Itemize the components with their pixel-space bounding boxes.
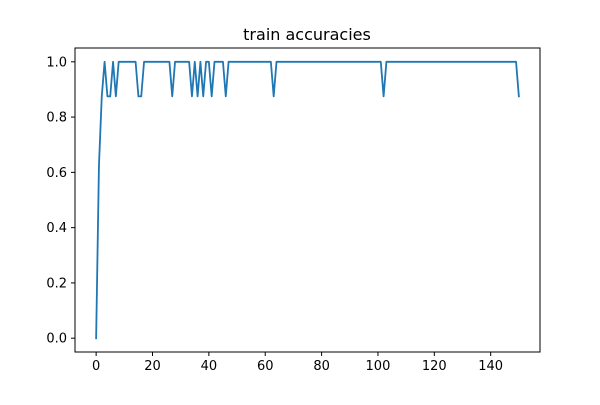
x-tick-label: 80 [313, 359, 330, 374]
y-tick-label: 0.4 [46, 221, 67, 236]
x-tick-label: 0 [92, 359, 100, 374]
x-tick-label: 100 [366, 359, 391, 374]
x-tick-label: 40 [201, 359, 218, 374]
x-tick-label: 20 [144, 359, 161, 374]
y-tick-label: 0.0 [46, 332, 67, 347]
axes-frame [74, 47, 541, 353]
y-tick-label: 0.8 [46, 111, 67, 126]
series-line-0 [95, 60, 520, 340]
y-tick-label: 0.6 [46, 166, 67, 181]
plot-area [95, 60, 520, 340]
x-axis-ticks: 0 20 40 60 80 100 120 140 [92, 352, 503, 374]
y-tick-label: 0.2 [46, 276, 67, 291]
x-tick-label: 120 [422, 359, 447, 374]
x-tick-label: 60 [257, 359, 274, 374]
y-tick-label: 1.0 [46, 55, 67, 70]
chart-title: train accuracies [243, 25, 371, 44]
x-tick-label: 140 [478, 359, 503, 374]
y-axis-ticks: 0.0 0.2 0.4 0.6 0.8 1.0 [46, 55, 75, 347]
